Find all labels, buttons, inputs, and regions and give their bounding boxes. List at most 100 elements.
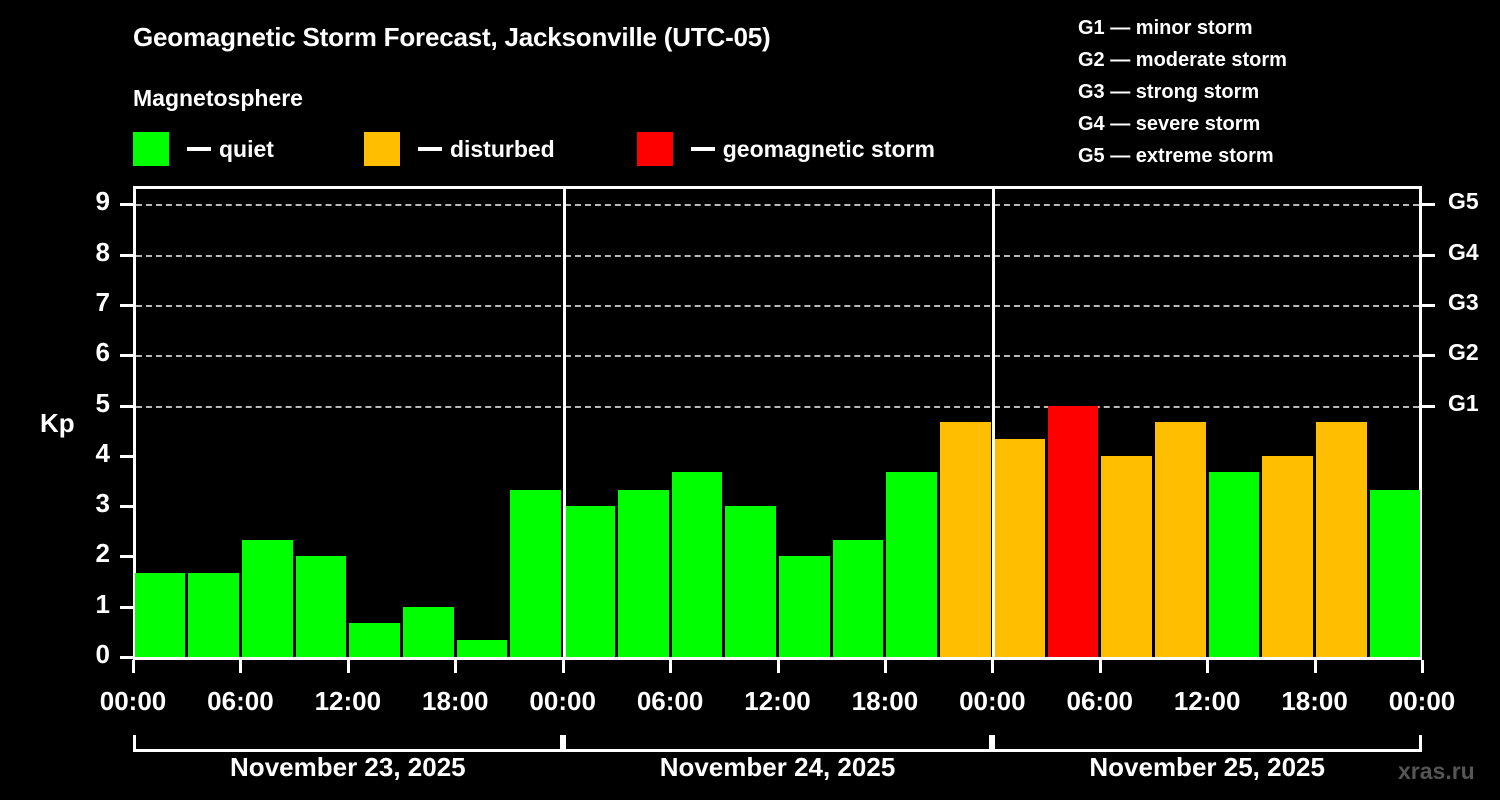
day-separator-2 bbox=[992, 186, 996, 660]
y-tick-1 bbox=[120, 605, 133, 609]
x-tick-6 bbox=[776, 660, 780, 673]
x-tick-label-10: 12:00 bbox=[1173, 686, 1241, 716]
x-tick-label-6: 12:00 bbox=[744, 686, 811, 716]
y-tick-7 bbox=[120, 303, 133, 307]
legend-entry-quiet: quiet bbox=[133, 132, 274, 166]
bar bbox=[779, 556, 830, 657]
bar bbox=[188, 573, 239, 657]
gridline-kp-9 bbox=[136, 204, 1419, 207]
color-legend: quiet disturbed geomagnetic storm bbox=[133, 132, 935, 166]
g-scale-item-3: G3 — strong storm bbox=[1078, 81, 1260, 103]
bar-series bbox=[133, 186, 1422, 657]
bar bbox=[940, 422, 991, 657]
x-tick-label-1: 06:00 bbox=[207, 686, 274, 716]
legend-label-geomagnetic-storm: geomagnetic storm bbox=[722, 135, 935, 162]
x-tick-label-5: 06:00 bbox=[636, 686, 704, 716]
x-tick-9 bbox=[1098, 660, 1102, 673]
y-tick-5 bbox=[120, 404, 133, 408]
bar bbox=[134, 573, 186, 657]
x-tick-12 bbox=[1421, 660, 1424, 673]
y-tick-9 bbox=[120, 203, 133, 207]
bar bbox=[1316, 422, 1367, 657]
day-separator-1 bbox=[562, 186, 566, 660]
bar bbox=[886, 472, 938, 657]
bar bbox=[1047, 405, 1099, 657]
bar bbox=[349, 623, 401, 657]
legend-label-disturbed: disturbed bbox=[449, 135, 555, 162]
bar bbox=[832, 539, 884, 657]
x-tick-7 bbox=[883, 660, 887, 673]
gridline-kp-7 bbox=[136, 304, 1419, 307]
x-tick-8 bbox=[991, 660, 995, 673]
legend-swatch-quiet bbox=[133, 132, 169, 166]
x-tick-label-2: 12:00 bbox=[314, 686, 382, 716]
bar bbox=[241, 539, 293, 657]
legend-entry-geomagnetic-storm: geomagnetic storm bbox=[636, 132, 935, 166]
bar bbox=[1262, 455, 1314, 657]
date-bracket-1 bbox=[133, 735, 563, 752]
x-tick-0 bbox=[132, 660, 135, 673]
g-tick-G4 bbox=[1422, 253, 1435, 257]
legend-entry-disturbed: disturbed bbox=[363, 132, 555, 166]
page-title: Geomagnetic Storm Forecast, Jacksonville… bbox=[133, 22, 771, 52]
legend-swatch-disturbed bbox=[363, 132, 400, 166]
g-tick-G2 bbox=[1422, 354, 1435, 358]
plot-baseline bbox=[133, 657, 1422, 660]
date-label-3: November 25, 2025 bbox=[1089, 752, 1325, 782]
bar bbox=[725, 506, 776, 657]
x-tick-10 bbox=[1206, 660, 1210, 673]
g-tick-G5 bbox=[1422, 203, 1435, 207]
x-tick-label-9: 06:00 bbox=[1066, 686, 1134, 716]
bar bbox=[403, 606, 454, 657]
bar bbox=[1101, 455, 1152, 657]
legend-dash-icon bbox=[690, 147, 715, 151]
x-tick-label-7: 18:00 bbox=[851, 686, 919, 716]
legend-dash-icon bbox=[417, 147, 442, 151]
g-scale-legend: G1 — minor storm G2 — moderate storm G3 — … bbox=[1078, 12, 1287, 172]
date-label-1: November 23, 2025 bbox=[230, 752, 466, 782]
x-tick-3 bbox=[454, 660, 458, 673]
bar bbox=[1208, 472, 1260, 657]
x-tick-2 bbox=[346, 660, 350, 673]
x-tick-label-11: 18:00 bbox=[1281, 686, 1348, 716]
x-tick-4 bbox=[561, 660, 565, 673]
y-tick-8 bbox=[120, 253, 133, 257]
legend-swatch-geomagnetic-storm bbox=[636, 132, 673, 166]
x-tick-label-0: 00:00 bbox=[99, 686, 167, 716]
g-tick-G1 bbox=[1422, 404, 1435, 408]
watermark: xras.ru bbox=[1398, 758, 1475, 784]
x-tick-11 bbox=[1313, 660, 1317, 673]
x-tick-1 bbox=[239, 660, 243, 673]
g-tick-G3 bbox=[1422, 303, 1435, 307]
date-bracket-3 bbox=[992, 735, 1422, 752]
y-tick-2 bbox=[120, 555, 133, 559]
x-tick-5 bbox=[669, 660, 673, 673]
gridline-kp-5 bbox=[136, 405, 1419, 408]
bar bbox=[617, 489, 669, 657]
y-tick-0 bbox=[120, 656, 133, 659]
gridline-kp-6 bbox=[136, 355, 1419, 358]
y-tick-4 bbox=[120, 454, 133, 458]
bar bbox=[993, 439, 1045, 657]
gridline-kp-8 bbox=[136, 254, 1419, 257]
bar bbox=[1369, 489, 1421, 657]
y-axis-title: Kp bbox=[40, 408, 75, 438]
legend-dash-icon bbox=[187, 147, 211, 151]
date-bracket-2 bbox=[562, 735, 993, 752]
bar bbox=[564, 506, 615, 657]
g-scale-item-5: G5 — extreme storm bbox=[1078, 145, 1274, 167]
x-tick-label-3: 18:00 bbox=[422, 686, 489, 716]
y-tick-3 bbox=[120, 505, 133, 509]
bar bbox=[456, 640, 508, 657]
x-tick-label-4: 00:00 bbox=[529, 686, 596, 716]
x-tick-label-8: 00:00 bbox=[959, 686, 1026, 716]
x-tick-label-12: 00:00 bbox=[1388, 686, 1456, 716]
bar bbox=[295, 556, 347, 657]
legend-label-quiet: quiet bbox=[219, 135, 274, 162]
g-scale-item-1: G1 — minor storm bbox=[1078, 17, 1253, 39]
bar bbox=[1154, 422, 1206, 657]
bar bbox=[671, 472, 723, 657]
y-tick-6 bbox=[120, 354, 133, 358]
date-label-2: November 24, 2025 bbox=[659, 752, 896, 782]
